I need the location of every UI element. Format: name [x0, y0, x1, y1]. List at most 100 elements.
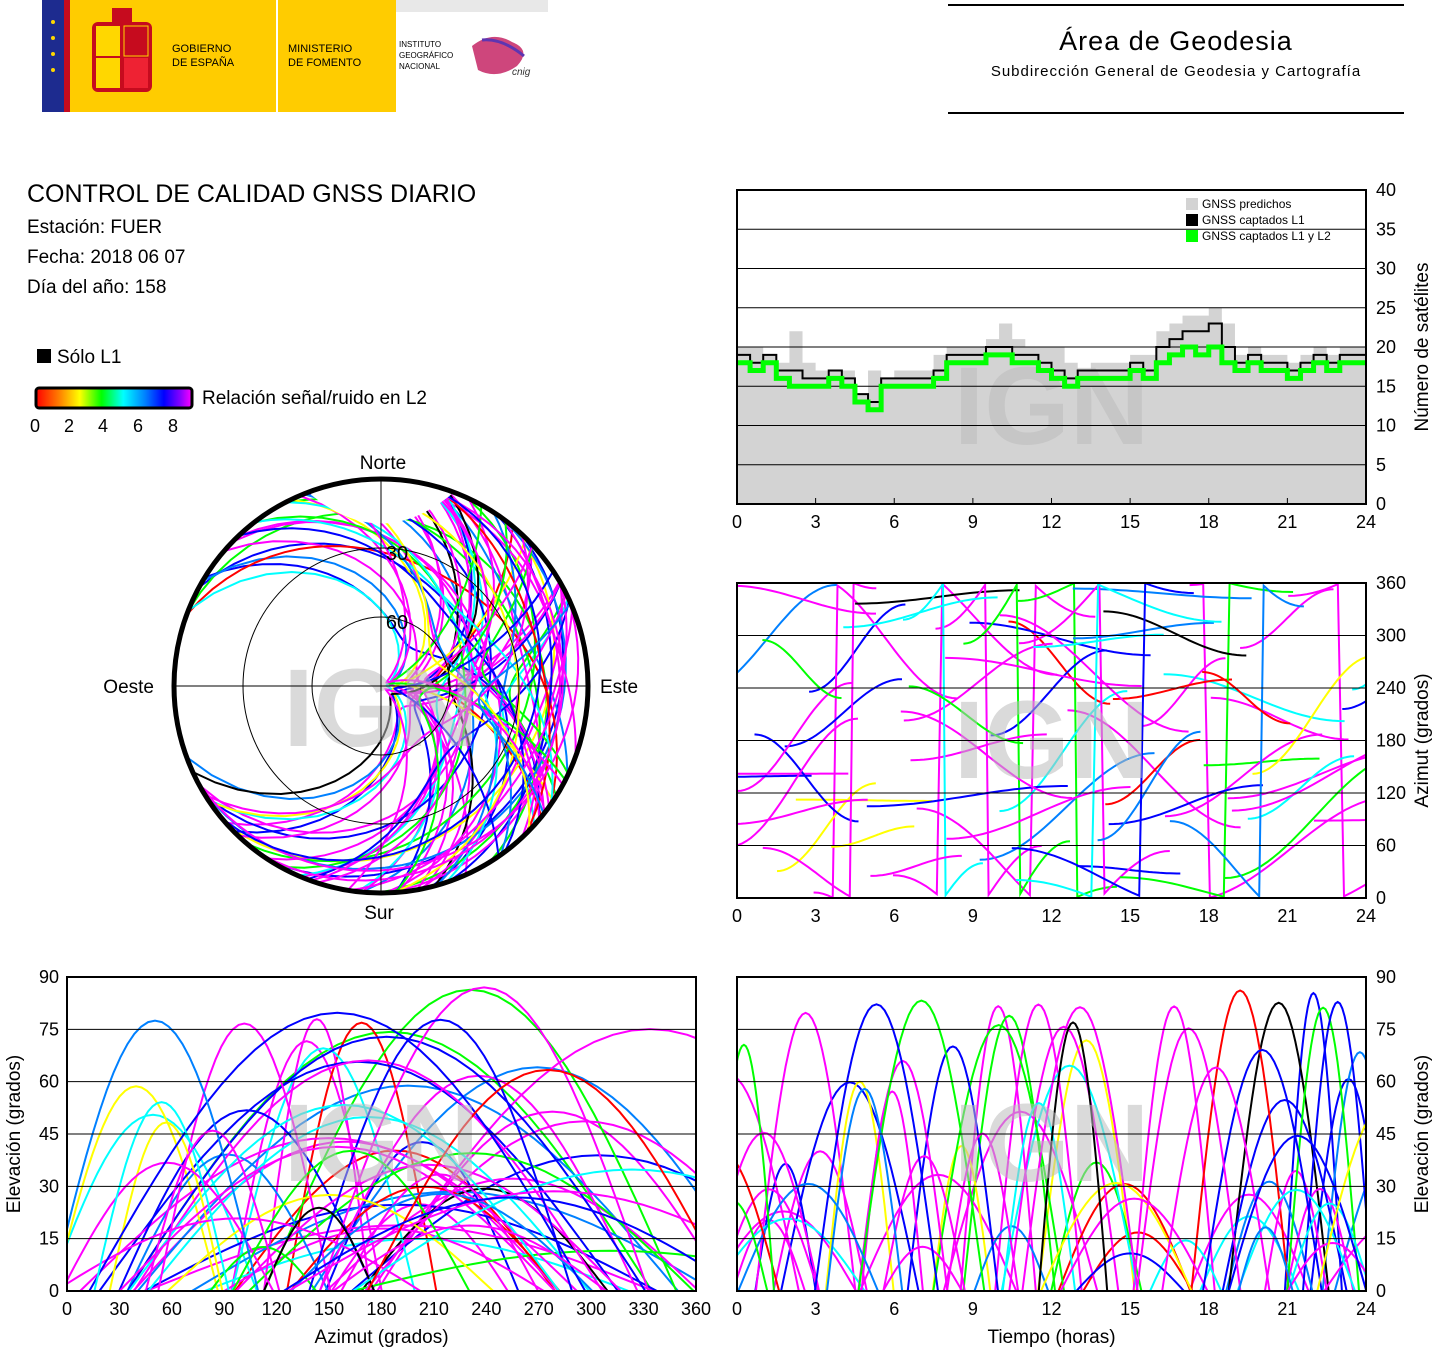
x-tick-label: 6: [889, 1299, 899, 1319]
elevation-azimuth-chart: IGN 0 15 30 45 60 75 90 0 30 60 90 120 150 180 210 240 27…: [4, 967, 711, 1348]
x-tick-label: 12: [1041, 512, 1061, 532]
y-tick-label: 30: [1376, 259, 1396, 279]
x-tick-label: 9: [968, 512, 978, 532]
x-tick-label: 30: [109, 1299, 129, 1319]
satellite-track: [737, 1043, 775, 1291]
satellite-track: [1067, 709, 1241, 829]
chart-legend: GNSS predichos GNSS captados L1 GNSS capta…: [1186, 197, 1331, 243]
x-tick-label: 150: [314, 1299, 344, 1319]
gob-line2: DE ESPAÑA: [172, 56, 235, 69]
satellite-track: [248, 1152, 695, 1291]
satellite-track: [762, 583, 877, 898]
station-label: Estación: FUER: [27, 217, 163, 238]
snr-tick: 2: [64, 416, 75, 436]
satellite-track: [857, 999, 986, 1291]
coat-of-arms-icon: [92, 8, 152, 92]
x-tick-label: 300: [576, 1299, 606, 1319]
satellite-track: [1321, 1050, 1366, 1291]
satellite-track: [439, 487, 550, 808]
satellite-track: [118, 1145, 556, 1291]
satellite-track: [290, 1192, 594, 1291]
satellite-track: [737, 1182, 879, 1291]
y-axis-label: Azimut (grados): [1412, 673, 1433, 807]
elevation-time-chart: IGN 0 15 30 45 60 75 90 0 3 6 9 12 15 18 21 24 Tiempo (ho…: [732, 967, 1433, 1348]
satellite-track: [1108, 784, 1263, 826]
satellite-track: [892, 583, 1058, 897]
satellite-track: [855, 589, 1020, 605]
cnig-logo-icon: cnig: [472, 36, 531, 78]
satellite-track: [287, 1190, 696, 1291]
satellite-track: [387, 504, 567, 781]
direction-north: Norte: [360, 453, 406, 474]
satellite-track: [1008, 620, 1111, 705]
y-tick-label: 30: [39, 1176, 59, 1196]
x-tick-label: 15: [1120, 1299, 1140, 1319]
satellite-track: [167, 1193, 494, 1291]
satellite-track: [1037, 1021, 1109, 1291]
satellite-track: [1018, 583, 1117, 898]
satellite-track: [1224, 767, 1366, 879]
government-logo-banner: GOBIERNO DE ESPAÑA MINISTERIO DE FOMENTO…: [42, 0, 548, 112]
satellite-track: [481, 544, 570, 775]
satellite-track: [126, 1035, 647, 1291]
satellite-track: [221, 482, 542, 862]
x-tick-label: 12: [1041, 1299, 1061, 1319]
satellite-track: [1112, 678, 1233, 700]
satellite-track: [1202, 1048, 1323, 1291]
ign-line3: NACIONAL: [399, 62, 440, 71]
x-tick-label: 60: [162, 1299, 182, 1319]
ign-watermark: IGN: [284, 1082, 480, 1205]
satellite-track: [340, 1173, 539, 1291]
satellite-track: [1283, 991, 1343, 1291]
satellite-track: [1039, 1181, 1193, 1291]
satellite-track: [232, 1149, 471, 1291]
satellite-track: [515, 593, 568, 820]
satellite-track: [935, 583, 1042, 898]
satellite-track: [223, 540, 439, 878]
satellite-track: [754, 1011, 857, 1291]
satellite-track: [1163, 673, 1345, 723]
x-tick-label: 330: [629, 1299, 659, 1319]
snr-tick: 8: [168, 416, 179, 436]
satellite-track: [1037, 1039, 1136, 1291]
y-tick-label: 15: [1376, 376, 1396, 396]
x-tick-label: 180: [366, 1299, 396, 1319]
y-tick-label: 90: [39, 967, 59, 987]
satellite-track: [1001, 1102, 1077, 1291]
satellite-track: [1103, 610, 1247, 657]
x-tick-label: 9: [968, 1299, 978, 1319]
satellite-track: [870, 854, 962, 877]
y-tick-label: 40: [1376, 180, 1396, 200]
satellite-track: [903, 642, 1053, 722]
satellite-track: [508, 592, 567, 797]
satellite-track: [285, 501, 499, 884]
satellite-track: [332, 1224, 607, 1291]
satellite-track: [772, 1150, 868, 1291]
satellite-track: [994, 1003, 1083, 1291]
satellite-track: [286, 1021, 438, 1291]
satellite-track: [297, 482, 484, 877]
satellite-track: [1221, 1098, 1348, 1291]
y-tick-label: 45: [39, 1124, 59, 1144]
satellite-track: [945, 656, 1142, 687]
satellite-track: [900, 710, 1073, 799]
x-tick-label: 24: [1356, 512, 1376, 532]
x-tick-label: 360: [681, 1299, 711, 1319]
elevation-tracks: [67, 986, 696, 1291]
satellite-track: [209, 1245, 317, 1291]
x-tick-label: 21: [1277, 906, 1297, 926]
satellite-track: [1288, 583, 1366, 898]
y-axis-label: Número de satélites: [1412, 263, 1433, 432]
plot-frame: [736, 976, 1367, 1292]
direction-west: Oeste: [103, 677, 154, 698]
satellite-track: [93, 1101, 230, 1291]
snr-tick: 0: [30, 416, 41, 436]
x-tick-label: 15: [1120, 906, 1140, 926]
satellite-track: [990, 649, 1107, 737]
satellite-track: [1313, 818, 1366, 822]
y-tick-label: 0: [1376, 1281, 1386, 1301]
satellite-track: [906, 1045, 999, 1291]
satellite-track: [737, 584, 876, 615]
satellite-track: [205, 492, 492, 840]
